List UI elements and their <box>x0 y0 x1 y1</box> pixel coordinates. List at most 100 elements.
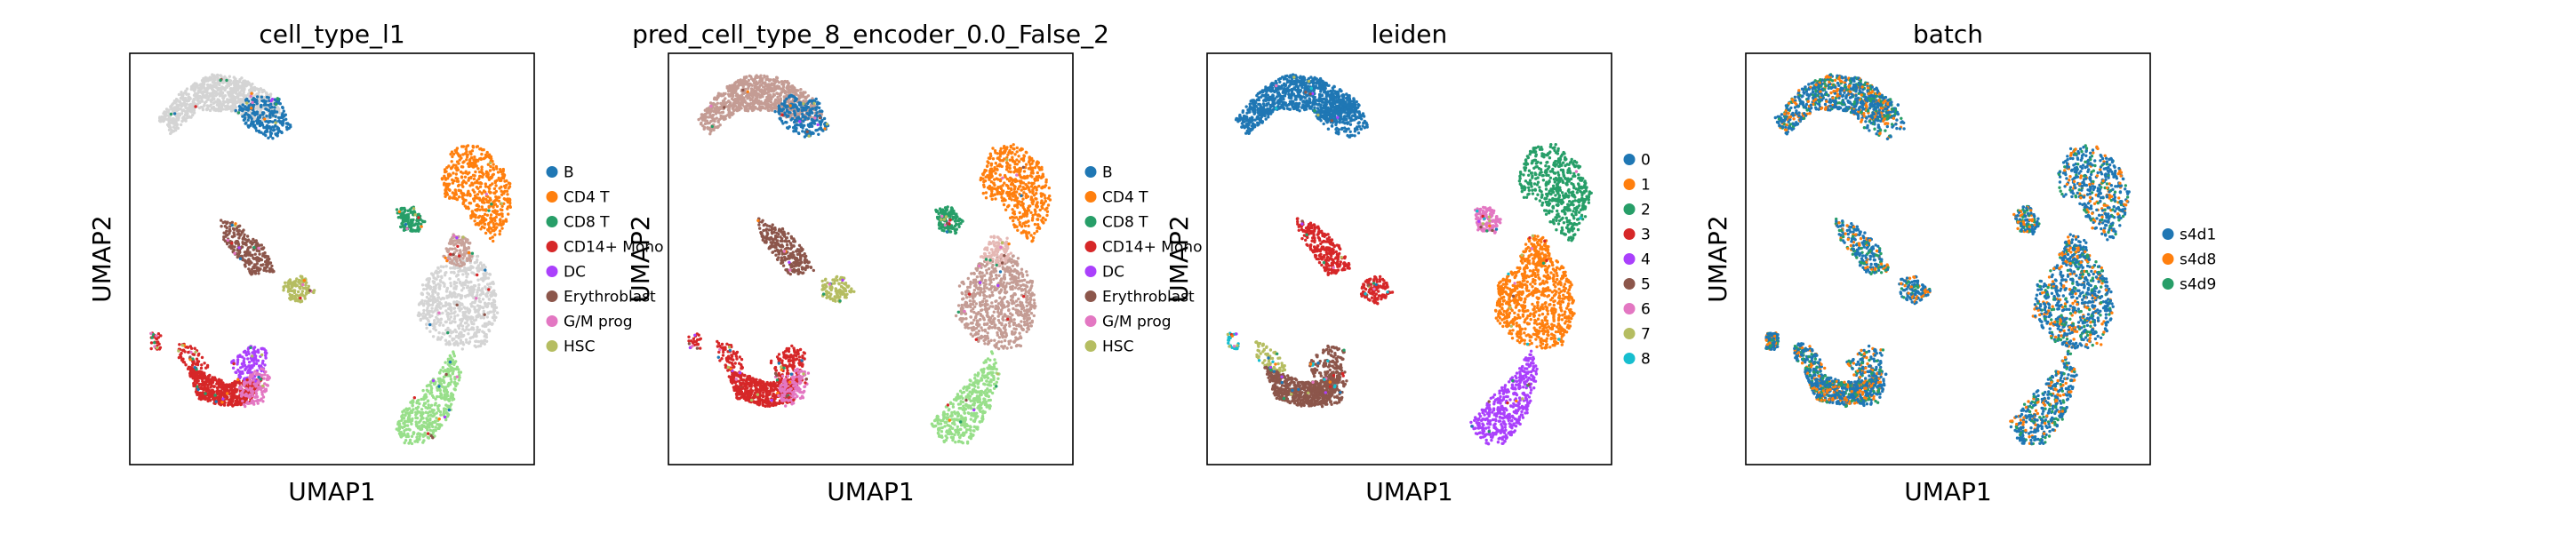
data-point <box>476 193 480 196</box>
data-point <box>444 309 448 313</box>
data-point <box>185 102 188 107</box>
data-point <box>177 107 180 112</box>
data-point <box>198 94 202 99</box>
data-point <box>264 356 268 360</box>
data-point <box>455 197 460 202</box>
data-point <box>443 170 447 174</box>
data-point <box>500 176 504 179</box>
data-point <box>460 324 465 328</box>
data-point <box>184 91 188 94</box>
data-point <box>428 287 432 290</box>
data-point <box>211 94 214 99</box>
data-point <box>212 101 216 106</box>
data-point <box>267 103 270 107</box>
data-point <box>475 209 479 212</box>
data-point <box>245 378 249 382</box>
data-point <box>294 279 298 282</box>
data-point <box>498 229 502 233</box>
data-point <box>466 144 470 147</box>
data-point <box>172 101 175 106</box>
data-point <box>256 122 260 125</box>
data-point <box>444 271 447 275</box>
data-point <box>490 219 494 223</box>
data-point <box>461 273 465 276</box>
data-point <box>156 346 159 350</box>
data-point <box>204 392 207 395</box>
data-point <box>481 324 484 328</box>
data-point <box>182 103 187 107</box>
data-point <box>399 425 403 429</box>
data-point <box>431 335 436 338</box>
data-point <box>441 366 444 370</box>
data-point <box>451 266 455 270</box>
data-point <box>254 383 259 387</box>
data-point <box>214 100 219 104</box>
data-point <box>764 77 768 82</box>
data-point <box>220 401 224 404</box>
data-point <box>252 400 256 403</box>
data-point <box>442 410 446 413</box>
data-point <box>247 395 251 399</box>
data-point <box>252 237 255 242</box>
data-point <box>251 100 254 105</box>
data-point <box>403 409 406 412</box>
data-point <box>476 290 479 294</box>
data-point <box>399 434 403 439</box>
legend-marker <box>546 266 558 277</box>
data-point <box>439 369 443 372</box>
data-point <box>269 132 273 136</box>
data-point <box>425 418 429 421</box>
data-point <box>280 123 284 126</box>
data-point <box>467 241 470 245</box>
data-point <box>254 99 259 102</box>
data-point <box>230 223 234 227</box>
data-point <box>448 304 452 307</box>
data-point <box>244 351 248 354</box>
data-point <box>480 165 484 169</box>
data-point <box>456 343 460 347</box>
data-point <box>484 332 487 337</box>
data-point <box>466 194 469 197</box>
data-point <box>227 101 230 105</box>
data-point <box>304 283 308 287</box>
data-point <box>288 278 292 282</box>
data-point <box>461 235 465 239</box>
data-point <box>212 97 216 101</box>
data-point <box>235 370 238 375</box>
data-point <box>449 252 452 256</box>
data-point <box>452 343 457 346</box>
data-point <box>266 374 269 378</box>
data-point <box>402 217 406 221</box>
data-point <box>468 340 472 344</box>
data-point <box>404 419 408 424</box>
data-point <box>400 418 404 422</box>
data-point <box>256 115 260 119</box>
data-point <box>233 78 236 83</box>
data-point <box>259 267 262 271</box>
data-point <box>191 373 195 377</box>
data-point <box>449 308 453 313</box>
data-point <box>274 115 277 118</box>
data-point <box>252 372 255 376</box>
data-point <box>263 266 267 270</box>
data-point <box>188 345 192 348</box>
data-point <box>244 393 248 396</box>
data-point <box>211 388 214 392</box>
data-point <box>484 322 488 325</box>
data-point <box>229 105 233 108</box>
data-point <box>260 397 263 401</box>
data-point <box>451 196 454 200</box>
data-point <box>176 104 180 108</box>
data-point <box>246 118 250 122</box>
data-point <box>243 251 247 254</box>
data-point <box>243 384 246 387</box>
data-point <box>484 294 489 298</box>
data-point <box>296 290 300 294</box>
data-point <box>452 350 455 354</box>
data-point <box>482 208 485 211</box>
data-point <box>396 428 401 433</box>
data-point <box>300 290 305 293</box>
data-point <box>438 371 442 375</box>
data-point <box>428 410 432 414</box>
data-point <box>243 113 246 117</box>
